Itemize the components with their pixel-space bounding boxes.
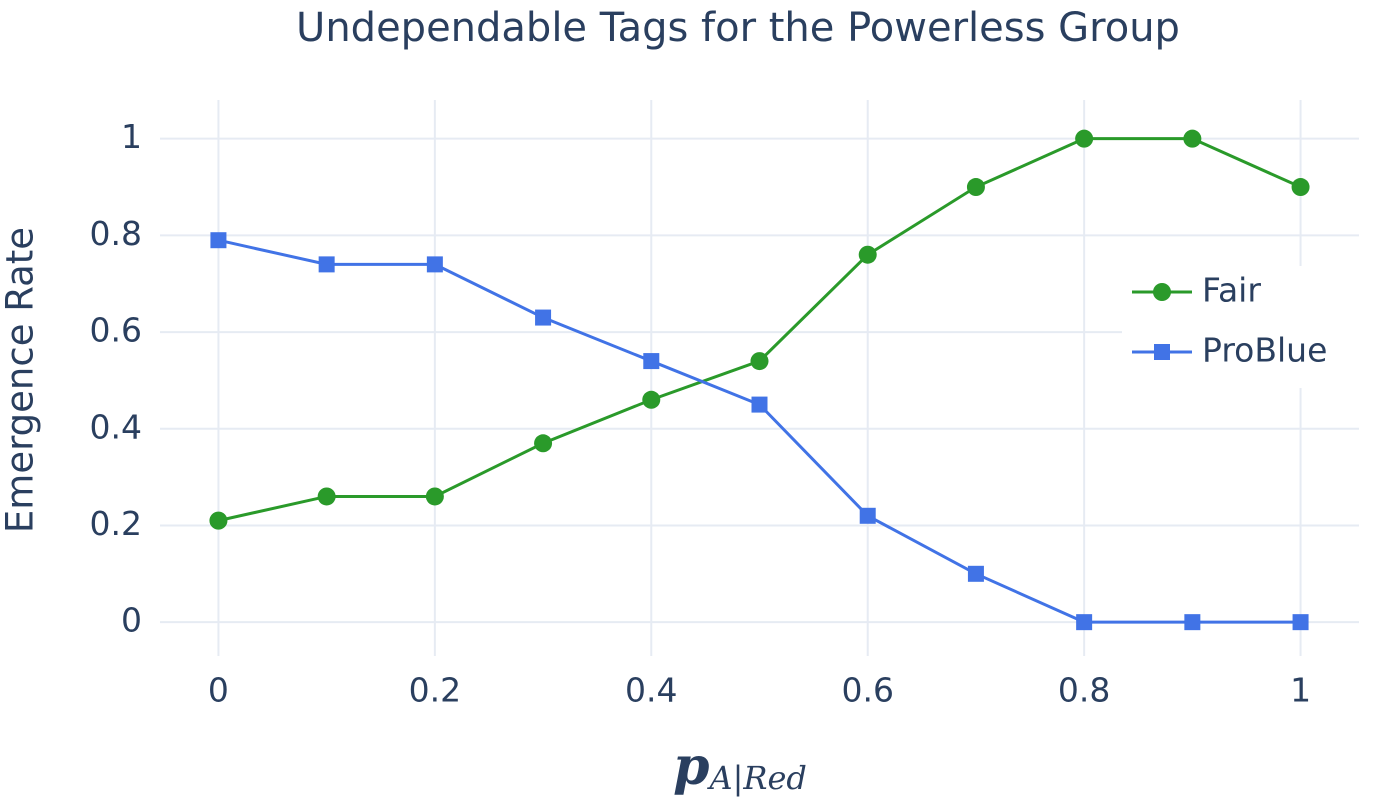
marker xyxy=(210,232,227,249)
marker xyxy=(318,256,335,273)
x-label-main: p xyxy=(673,736,709,797)
legend-label: Fair xyxy=(1202,271,1261,310)
x-label-subscript: A|Red xyxy=(706,759,806,797)
marker xyxy=(643,353,660,370)
x-tick-label: 0 xyxy=(208,671,229,710)
marker xyxy=(858,245,877,264)
x-tick-label: 0.4 xyxy=(625,671,677,710)
marker xyxy=(425,487,444,506)
marker xyxy=(209,511,228,530)
y-tick-label: 0 xyxy=(121,601,142,640)
legend-marker xyxy=(1153,283,1171,301)
marker xyxy=(966,178,985,197)
x-tick-label: 1 xyxy=(1290,671,1311,710)
x-tick-label: 0.6 xyxy=(841,671,893,710)
marker xyxy=(535,309,552,326)
marker xyxy=(859,507,876,524)
marker xyxy=(642,390,661,409)
legend-marker xyxy=(1154,344,1170,360)
marker xyxy=(751,396,768,413)
y-axis-label: Emergence Rate xyxy=(0,227,42,533)
marker xyxy=(534,434,553,453)
marker xyxy=(1183,129,1202,148)
y-tick-label: 0.2 xyxy=(90,504,142,543)
chart-title: Undependable Tags for the Powerless Grou… xyxy=(296,5,1180,51)
marker xyxy=(750,352,769,371)
x-axis-label: pA|Red xyxy=(673,736,807,797)
marker xyxy=(1291,178,1310,197)
legend-label: ProBlue xyxy=(1202,331,1327,370)
x-tick-label: 0.2 xyxy=(409,671,461,710)
y-tick-label: 0.8 xyxy=(90,214,142,253)
marker xyxy=(317,487,336,506)
x-tick-label: 0.8 xyxy=(1058,671,1110,710)
legend: Fair ProBlue xyxy=(1122,266,1362,388)
plot xyxy=(209,129,1310,631)
series xyxy=(209,129,1310,530)
y-tick-label: 0.4 xyxy=(90,407,142,446)
marker xyxy=(1076,614,1093,631)
marker xyxy=(426,256,443,273)
marker xyxy=(1292,614,1309,631)
marker xyxy=(967,565,984,582)
y-tick-label: 1 xyxy=(121,117,142,156)
y-tick-label: 0.6 xyxy=(90,311,142,350)
marker xyxy=(1075,129,1094,148)
series xyxy=(210,232,1309,631)
marker xyxy=(1184,614,1201,631)
